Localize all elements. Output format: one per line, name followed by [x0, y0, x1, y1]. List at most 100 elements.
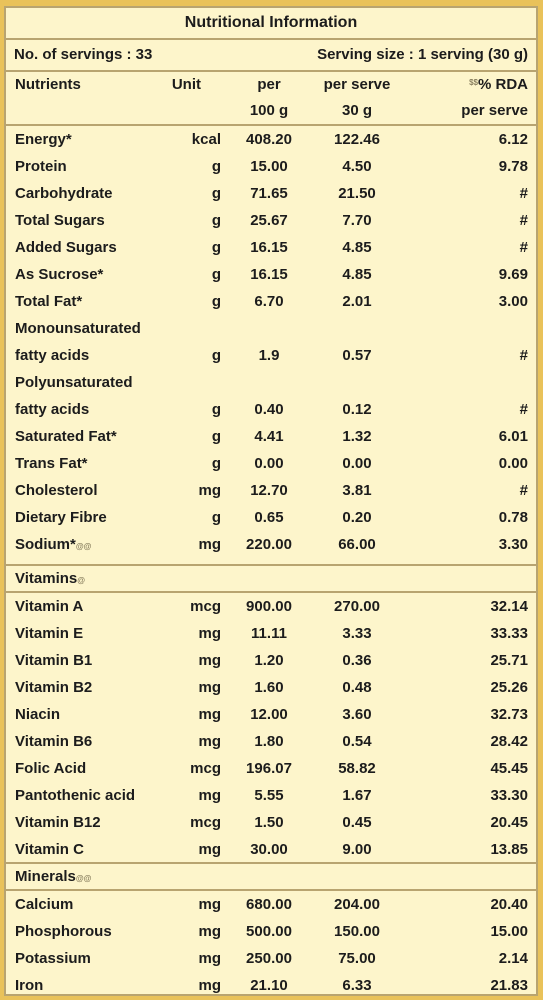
table-row: Vitamin E mg 11.11 3.33 33.33	[6, 620, 536, 647]
nutrient-name: fatty acids	[15, 347, 90, 364]
table-row: Potassium mg 250.00 75.00 2.14	[6, 945, 536, 972]
per-100g-value: 4.41	[254, 428, 284, 445]
unit-cell: mg	[198, 923, 222, 940]
nutrient-name: Polyunsaturated	[15, 374, 133, 391]
nutrient-name: Folic Acid	[15, 760, 87, 777]
table-row: Vitamin B12 mcg 1.50 0.45 20.45	[6, 809, 536, 836]
per-100g-value: 5.55	[254, 787, 284, 804]
divider	[6, 124, 536, 126]
nutrients-section: Energy* kcal 408.20 122.46 6.12 Protein g 15.00…	[6, 125, 536, 563]
unit-cell: mg	[198, 787, 222, 804]
per-serve-value: 66.00	[338, 536, 376, 553]
table-row: Saturated Fat* g 4.41 1.32 6.01	[6, 423, 536, 450]
table-row: Iron mg 21.10 6.33 21.83	[6, 972, 536, 999]
table-row: Folic Acid mcg 196.07 58.82 45.45	[6, 755, 536, 782]
nutrient-name: Monounsaturated	[15, 320, 141, 337]
per-serve-value: 4.85	[342, 239, 372, 256]
per-100g-value: 21.10	[250, 977, 288, 994]
per-serve-value: 1.67	[342, 787, 372, 804]
unit-cell: g	[211, 239, 221, 256]
nutrient-name: Trans Fat*	[15, 455, 88, 472]
per-serve-value: 0.45	[342, 814, 372, 831]
vitamins-section: Vitamin A mcg 900.00 270.00 32.14 Vitamin E mg…	[6, 592, 536, 864]
per-serve-value: 0.57	[342, 347, 372, 364]
per-100g-value: 16.15	[250, 239, 288, 256]
table-row: Energy* kcal 408.20 122.46 6.12	[6, 126, 536, 153]
per-serve-value: 0.36	[342, 652, 372, 669]
per-100g-value: 15.00	[250, 158, 288, 175]
rda-value: 32.14	[490, 598, 528, 615]
header-rda-line1: $$% RDA	[428, 76, 528, 93]
minerals-label: Minerals@@	[15, 868, 92, 885]
nutrient-name: Vitamin B2	[15, 679, 93, 696]
header-perserve-line2: 30 g	[341, 102, 372, 119]
rda-value: #	[519, 401, 528, 418]
rda-value: 0.78	[498, 509, 528, 526]
table-row: fatty acids g 1.9 0.57 #	[6, 342, 536, 369]
per-serve-value: 204.00	[334, 896, 380, 913]
per-100g-value: 220.00	[246, 536, 292, 553]
per-100g-value: 1.9	[258, 347, 280, 364]
per-serve-value: 1.32	[342, 428, 372, 445]
rda-value: #	[519, 185, 528, 202]
vitamins-label: Vitamins@	[15, 570, 86, 587]
per-serve-value: 150.00	[334, 923, 380, 940]
divider	[6, 889, 536, 891]
unit-cell: g	[211, 428, 221, 445]
nutrient-name: Potassium	[15, 950, 91, 967]
serving-size: Serving size : 1 serving (30 g)	[317, 46, 528, 63]
nutrient-name: Phosphorous	[15, 923, 112, 940]
minerals-heading: Minerals@@	[6, 863, 536, 890]
divider	[6, 70, 536, 72]
rda-value: 28.42	[490, 733, 528, 750]
per-100g-value: 1.60	[254, 679, 284, 696]
nutrient-name: Pantothenic acid	[15, 787, 136, 804]
unit-cell: g	[211, 509, 221, 526]
per-100g-value: 1.80	[254, 733, 284, 750]
nutrient-name: Vitamin B6	[15, 733, 93, 750]
rda-value: 6.12	[498, 131, 528, 148]
table-row: Niacin mg 12.00 3.60 32.73	[6, 701, 536, 728]
rda-value: #	[519, 239, 528, 256]
unit-cell: kcal	[191, 131, 221, 148]
nutrient-name: Calcium	[15, 896, 74, 913]
table-row: Vitamin A mcg 900.00 270.00 32.14	[6, 593, 536, 620]
divider	[6, 862, 536, 864]
unit-cell: mg	[198, 896, 222, 913]
nutrient-name: Vitamin E	[15, 625, 84, 642]
per-serve-value: 0.54	[342, 733, 372, 750]
per-serve-value: 4.50	[342, 158, 372, 175]
header-rda-line2: per serve	[461, 102, 528, 119]
unit-cell: g	[211, 347, 221, 364]
nutrient-name: Niacin	[15, 706, 61, 723]
table-row: Trans Fat* g 0.00 0.00 0.00	[6, 450, 536, 477]
table-row: Cholesterol mg 12.70 3.81 #	[6, 477, 536, 504]
unit-cell: mcg	[190, 760, 221, 777]
per-100g-value: 1.20	[254, 652, 284, 669]
table-row: Polyunsaturated	[6, 369, 536, 396]
table-row: Phosphorous mg 500.00 150.00 15.00	[6, 918, 536, 945]
table-row: Total Fat* g 6.70 2.01 3.00	[6, 288, 536, 315]
servings-count: No. of servings : 33	[14, 46, 153, 63]
per-serve-value: 6.33	[342, 977, 372, 994]
per-serve-value: 0.12	[342, 401, 372, 418]
per-serve-value: 122.46	[334, 131, 380, 148]
unit-cell: g	[211, 401, 221, 418]
per-serve-value: 0.48	[342, 679, 372, 696]
nutrient-name: Added Sugars	[15, 239, 117, 256]
per-100g-value: 250.00	[246, 950, 292, 967]
header-per100-line1: per	[257, 76, 281, 93]
per-serve-value: 9.00	[342, 841, 372, 858]
table-row: Total Sugars g 25.67 7.70 #	[6, 207, 536, 234]
unit-cell: g	[211, 212, 221, 229]
rda-value: 21.83	[490, 977, 528, 994]
unit-cell: g	[211, 293, 221, 310]
nutrient-name: Total Sugars	[15, 212, 105, 229]
nutrient-name: Dietary Fibre	[15, 509, 107, 526]
header-unit: Unit	[171, 76, 201, 93]
unit-cell: mg	[198, 706, 222, 723]
per-100g-value: 0.00	[254, 455, 284, 472]
per-serve-value: 75.00	[338, 950, 376, 967]
divider	[6, 591, 536, 593]
unit-cell: mg	[198, 841, 222, 858]
